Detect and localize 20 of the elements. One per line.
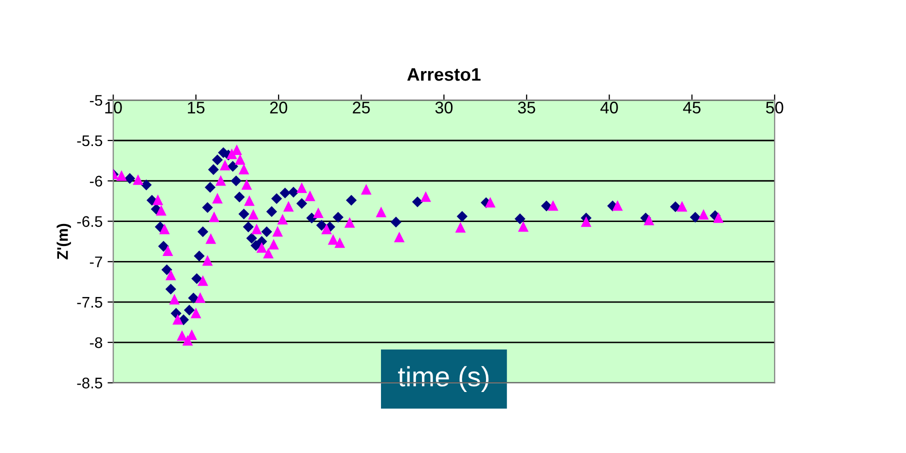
x-tick-label: 35: [518, 102, 536, 114]
x-tick-label: 10: [105, 102, 122, 114]
y-tick-label: -5.5: [77, 136, 102, 146]
chart-title: Arresto1: [407, 68, 481, 81]
y-tick-label: -8.5: [77, 378, 102, 388]
x-tick-label: 15: [188, 102, 204, 114]
y-axis-title: Z'(m): [56, 224, 71, 260]
y-tick-label: -5: [90, 95, 102, 106]
x-axis-title: time (s): [398, 366, 489, 392]
x-tick-label: 25: [352, 102, 370, 114]
x-tick-label: 50: [766, 102, 784, 114]
y-tick-label: -7.5: [77, 297, 102, 308]
x-tick-label: 45: [683, 102, 701, 114]
y-tick-label: -6: [90, 176, 102, 187]
x-tick-label: 40: [600, 102, 618, 114]
y-tick-label: -8: [90, 337, 102, 348]
x-tick-label: 30: [435, 102, 453, 114]
x-tick-label: 20: [270, 102, 288, 114]
y-tick-label: -7: [90, 256, 102, 268]
y-tick-label: -6.5: [77, 216, 102, 227]
